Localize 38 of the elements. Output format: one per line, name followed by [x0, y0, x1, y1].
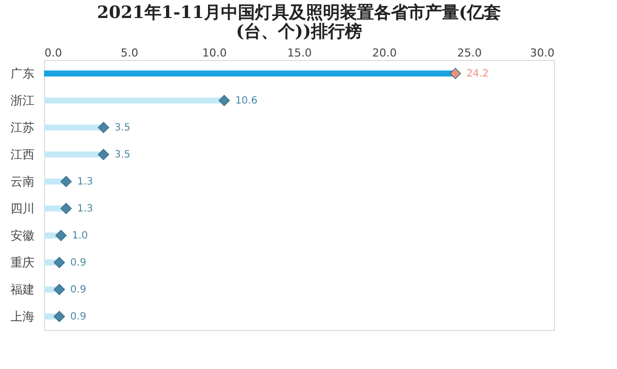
x-tick-label: 20.0 — [372, 46, 397, 60]
y-tick-label: 浙江 — [10, 94, 34, 108]
point — [218, 94, 230, 106]
x-tick-label: 5.0 — [120, 46, 138, 60]
data-label: 0.9 — [70, 312, 86, 322]
point — [98, 122, 110, 134]
data-label: 10.6 — [235, 96, 258, 106]
x-tick-label: 10.0 — [202, 46, 227, 60]
chart-title: 2021年1-11月中国灯具及照明装置各省市产量(亿套(台、个))排行榜 — [97, 3, 501, 42]
point — [54, 310, 65, 322]
data-label: 1.3 — [77, 176, 94, 188]
y-tick-label: 上海 — [10, 310, 34, 324]
x-tick-label: 15.0 — [287, 46, 312, 60]
point — [60, 202, 72, 214]
y-tick-label: 重庆 — [10, 256, 34, 270]
point — [60, 176, 72, 188]
point — [55, 230, 67, 242]
x-tick-label: 0.0 — [44, 46, 62, 60]
y-tick-label: 江西 — [10, 148, 34, 162]
data-label: 0.9 — [70, 258, 86, 268]
y-tick-label: 云南 — [10, 174, 34, 188]
y-tick-label: 福建 — [10, 282, 34, 296]
y-tick-label: 广东 — [10, 66, 34, 80]
data-label: 3.5 — [114, 150, 130, 160]
data-label: 0.9 — [70, 284, 86, 296]
y-tick-label: 江苏 — [10, 120, 34, 134]
data-label: 24.2 — [466, 68, 489, 80]
point — [54, 256, 65, 268]
x-tick-label: 25.0 — [457, 46, 482, 60]
y-tick-label: 安徽 — [10, 228, 34, 242]
point — [450, 68, 462, 80]
data-label: 3.5 — [114, 122, 130, 134]
data-label: 1.3 — [77, 204, 94, 214]
data-label: 1.0 — [72, 230, 88, 242]
y-tick-label: 四川 — [10, 202, 34, 216]
point — [54, 284, 65, 296]
point — [98, 148, 110, 160]
x-tick-label: 30.0 — [530, 46, 554, 60]
